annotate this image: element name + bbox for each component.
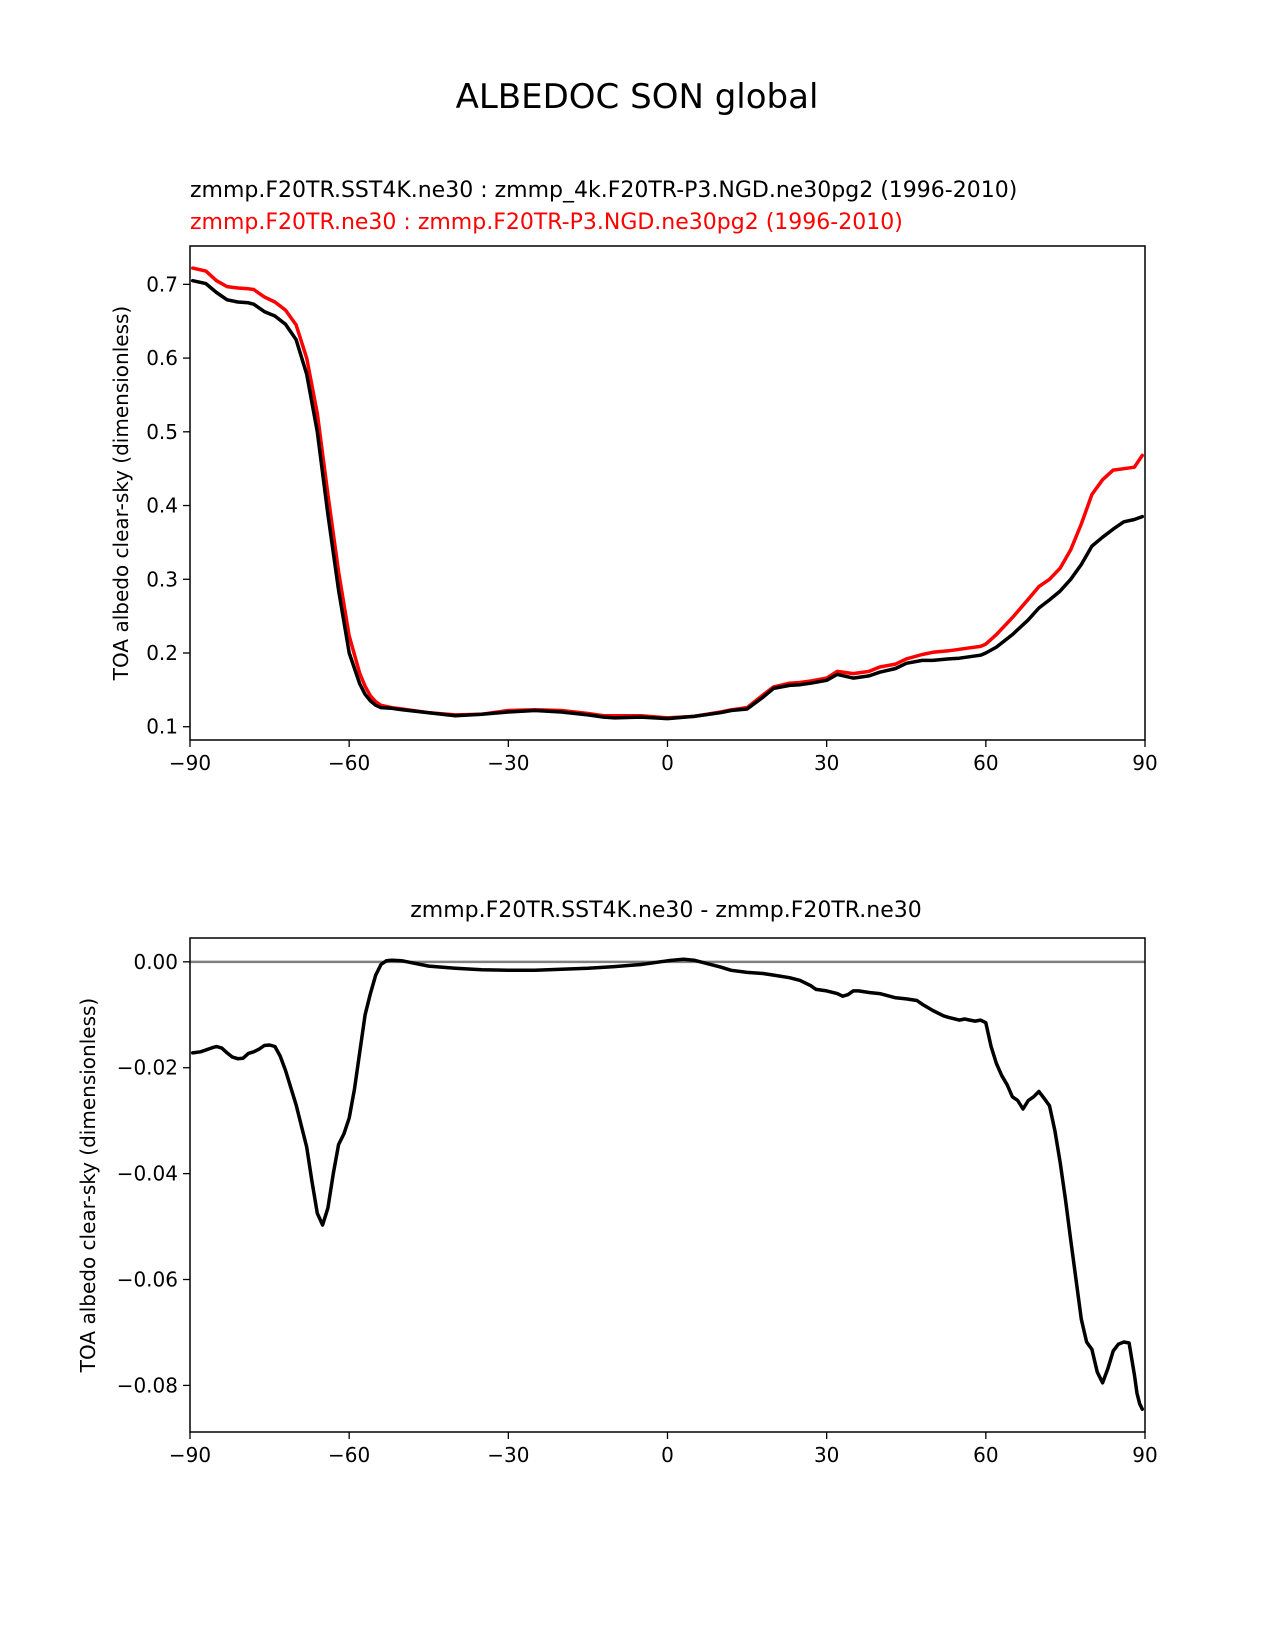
top-chart-x-tick-label: −90 <box>169 751 211 775</box>
top-chart-x-tick-label: −60 <box>328 751 370 775</box>
bottom-chart-x-tick-label: 30 <box>814 1443 839 1467</box>
top-chart-title-line-2: zmmp.F20TR.ne30 : zmmp.F20TR-P3.NGD.ne30… <box>190 210 903 235</box>
top-chart-x-tick-label: 30 <box>814 751 839 775</box>
bottom-chart-x-tick-label: 90 <box>1132 1443 1157 1467</box>
top-chart-x-tick-label: 60 <box>973 751 998 775</box>
top-chart-title-line-1: zmmp.F20TR.SST4K.ne30 : zmmp_4k.F20TR-P3… <box>190 178 1017 203</box>
top-chart-y-tick-label: 0.7 <box>146 272 178 296</box>
top-chart-y-tick-label: 0.2 <box>146 641 178 665</box>
top-chart-y-tick-label: 0.3 <box>146 567 178 591</box>
bottom-chart-series-line-1 <box>190 957 1145 1411</box>
bottom-chart-y-tick-label: −0.08 <box>117 1373 178 1397</box>
bottom-chart-x-tick-label: −60 <box>328 1443 370 1467</box>
top-chart-y-tick-label: 0.1 <box>146 715 178 739</box>
top-chart-plot-frame <box>189 245 1146 741</box>
top-chart-x-tick-label: 90 <box>1132 751 1157 775</box>
top-chart-y-tick-label: 0.5 <box>146 420 178 444</box>
bottom-chart-x-tick-label: −30 <box>487 1443 529 1467</box>
top-chart-y-tick-label: 0.6 <box>146 346 178 370</box>
bottom-chart-title: zmmp.F20TR.SST4K.ne30 - zmmp.F20TR.ne30 <box>410 898 922 923</box>
top-chart-y-tick-label: 0.4 <box>146 494 178 518</box>
bottom-chart-y-tick-label: −0.04 <box>117 1162 178 1186</box>
bottom-chart-panel: zmmp.F20TR.SST4K.ne30 - zmmp.F20TR.ne30 … <box>76 898 1158 1467</box>
bottom-chart-y-tick-label: −0.02 <box>117 1056 178 1080</box>
bottom-chart-x-tick-label: 0 <box>661 1443 674 1467</box>
top-chart-panel: zmmp.F20TR.SST4K.ne30 : zmmp_4k.F20TR-P3… <box>109 178 1158 775</box>
bottom-chart-y-tick-label: 0.00 <box>133 950 178 974</box>
top-chart-x-tick-label: 0 <box>661 751 674 775</box>
figure-title: ALBEDOC SON global <box>456 77 819 117</box>
top-chart-series-line-2 <box>190 278 1145 721</box>
bottom-chart-y-axis-label: TOA albedo clear-sky (dimensionless) <box>76 998 100 1373</box>
bottom-chart-series-layer <box>190 957 1145 1411</box>
top-chart-series-line-1 <box>190 266 1145 720</box>
bottom-chart-tick-layer: −90 −60 −30 0 30 60 90 0.00 −0.02 −0.04 −0.06 −0.08 <box>117 950 1158 1467</box>
top-chart-y-axis-label: TOA albedo clear-sky (dimensionless) <box>109 306 133 681</box>
bottom-chart-plot-frame <box>189 937 1146 1433</box>
bottom-chart-y-tick-label: −0.06 <box>117 1268 178 1292</box>
top-chart-series-layer <box>190 266 1145 721</box>
top-chart-x-tick-label: −30 <box>487 751 529 775</box>
bottom-chart-x-tick-label: 60 <box>973 1443 998 1467</box>
bottom-chart-x-tick-label: −90 <box>169 1443 211 1467</box>
top-chart-tick-layer: −90 −60 −30 0 30 60 90 0.1 0.2 0.3 0.4 0.5 0.6 0.7 <box>146 272 1158 775</box>
